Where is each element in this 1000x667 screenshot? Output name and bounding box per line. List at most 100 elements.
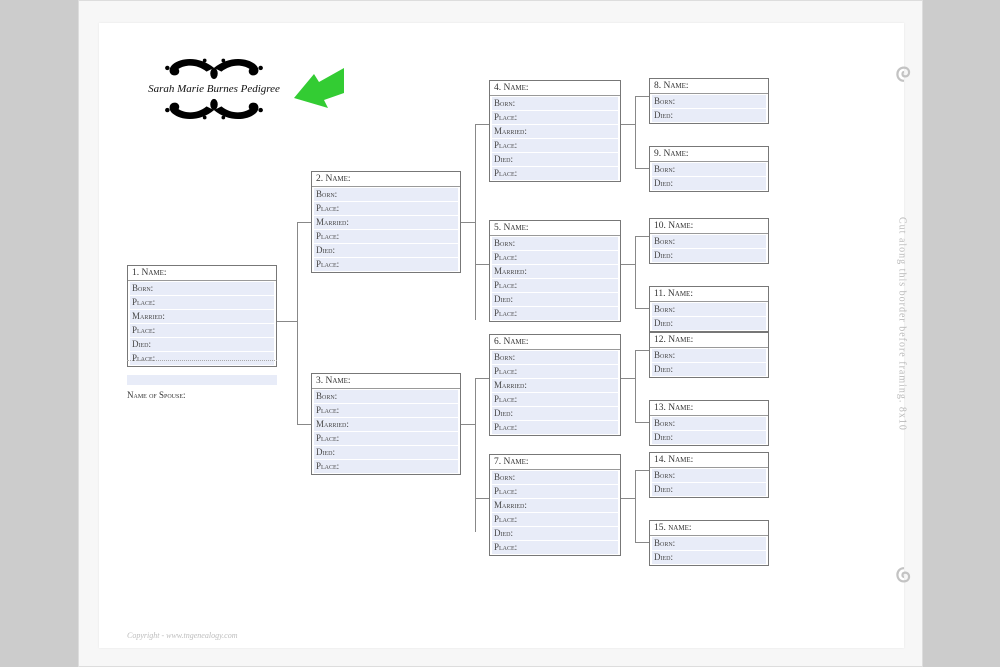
box-rows: Born:Died: [650, 162, 768, 190]
ancestor-box-12: 12. Name:Born:Died: [649, 332, 769, 378]
ancestor-box-3: 3. Name:Born:Place:Married:Place:Died:Pl… [311, 373, 461, 475]
page-frame: Sarah Marie Burnes Pedigree Copyright - … [78, 0, 923, 667]
connector-line [461, 222, 475, 223]
box-rows: Born:Place:Married:Place:Died:Place: [490, 350, 620, 434]
cut-instruction: Cut along this border before framing. 8x… [892, 81, 912, 566]
field-born: Born: [652, 417, 766, 430]
box-header: 1. Name: [128, 266, 276, 281]
field-born: Born: [652, 303, 766, 316]
connector-line [461, 424, 475, 425]
field-place: Place: [492, 513, 618, 526]
box-header: 2. Name: [312, 172, 460, 187]
spouse-fill [127, 375, 277, 385]
connector-line [475, 124, 476, 320]
box-rows: Born:Place:Married:Place:Died:Place: [490, 96, 620, 180]
ancestor-box-4: 4. Name:Born:Place:Married:Place:Died:Pl… [489, 80, 621, 182]
field-place: Place: [314, 460, 458, 473]
field-died: Died: [492, 527, 618, 540]
field-place: Place: [314, 230, 458, 243]
box-header: 10. Name: [650, 219, 768, 234]
field-place: Place: [492, 167, 618, 180]
connector-line [635, 470, 649, 471]
connector-line [635, 350, 636, 422]
box-rows: Born:Died: [650, 94, 768, 122]
field-born: Born: [652, 349, 766, 362]
curl-top-icon [893, 61, 915, 83]
field-died: Died: [652, 249, 766, 262]
connector-line [635, 168, 649, 169]
box-rows: Born:Died: [650, 468, 768, 496]
field-born: Born: [492, 351, 618, 364]
copyright-text: Copyright - www.tngenealogy.com [127, 631, 238, 640]
box-header: 14. Name: [650, 453, 768, 468]
flourish-top-icon [139, 53, 289, 81]
field-place: Place: [492, 421, 618, 434]
field-died: Died: [652, 109, 766, 122]
connector-line [475, 498, 489, 499]
connector-line [475, 124, 489, 125]
field-born: Born: [652, 469, 766, 482]
field-born: Born: [652, 163, 766, 176]
field-died: Died: [652, 483, 766, 496]
field-born: Born: [652, 537, 766, 550]
box-rows: Born:Died: [650, 234, 768, 262]
field-place: Place: [130, 324, 274, 337]
connector-line [635, 542, 649, 543]
connector-line [297, 222, 298, 424]
connector-line [621, 378, 635, 379]
box-header: 8. Name: [650, 79, 768, 94]
field-place: Place: [314, 258, 458, 271]
connector-line [621, 264, 635, 265]
box-rows: Born:Place:Married:Place:Died:Place: [312, 187, 460, 271]
box-rows: Born:Place:Married:Place:Died:Place: [128, 281, 276, 365]
box-header: 6. Name: [490, 335, 620, 350]
field-born: Born: [314, 188, 458, 201]
ancestor-box-11: 11. Name:Born:Died: [649, 286, 769, 332]
connector-line [475, 264, 489, 265]
box-rows: Born:Place:Married:Place:Died:Place: [490, 470, 620, 554]
ancestor-box-10: 10. Name:Born:Died: [649, 218, 769, 264]
field-died: Died: [492, 407, 618, 420]
field-place: Place: [492, 251, 618, 264]
box-header: 12. Name: [650, 333, 768, 348]
connector-line [635, 470, 636, 542]
field-born: Born: [314, 390, 458, 403]
field-born: Born: [652, 95, 766, 108]
field-place: Place: [130, 296, 274, 309]
field-place: Place: [492, 485, 618, 498]
field-married: Married: [492, 125, 618, 138]
connector-line [635, 236, 636, 308]
field-place: Place: [492, 111, 618, 124]
connector-line [475, 378, 489, 379]
box-rows: Born:Died: [650, 302, 768, 330]
field-born: Born: [492, 237, 618, 250]
box-header: 15. name: [650, 521, 768, 536]
canvas: Sarah Marie Burnes Pedigree Copyright - … [99, 23, 904, 648]
box-rows: Born:Died: [650, 348, 768, 376]
ancestor-box-6: 6. Name:Born:Place:Married:Place:Died:Pl… [489, 334, 621, 436]
field-born: Born: [492, 97, 618, 110]
field-place: Place: [492, 307, 618, 320]
box-header: 3. Name: [312, 374, 460, 389]
field-died: Died: [314, 446, 458, 459]
connector-line [277, 321, 297, 322]
field-place: Place: [130, 352, 274, 365]
connector-line [297, 424, 311, 425]
field-died: Died: [314, 244, 458, 257]
ancestor-box-9: 9. Name:Born:Died: [649, 146, 769, 192]
field-died: Died: [652, 551, 766, 564]
field-died: Died: [652, 363, 766, 376]
field-married: Married: [492, 499, 618, 512]
field-place: Place: [492, 365, 618, 378]
connector-line [635, 308, 649, 309]
box-rows: Born:Place:Married:Place:Died:Place: [312, 389, 460, 473]
box-header: 9. Name: [650, 147, 768, 162]
field-married: Married: [492, 379, 618, 392]
field-died: Died: [652, 431, 766, 444]
field-place: Place: [492, 139, 618, 152]
field-died: Died: [130, 338, 274, 351]
connector-line [635, 96, 636, 168]
ancestor-box-8: 8. Name:Born:Died: [649, 78, 769, 124]
field-born: Born: [492, 471, 618, 484]
connector-line [635, 422, 649, 423]
